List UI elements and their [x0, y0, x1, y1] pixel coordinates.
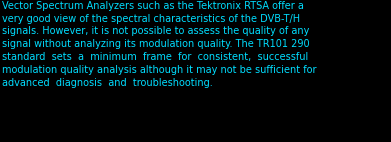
- Text: Vector Spectrum Analyzers such as the Tektronix RTSA offer a
very good view of t: Vector Spectrum Analyzers such as the Te…: [2, 1, 316, 87]
